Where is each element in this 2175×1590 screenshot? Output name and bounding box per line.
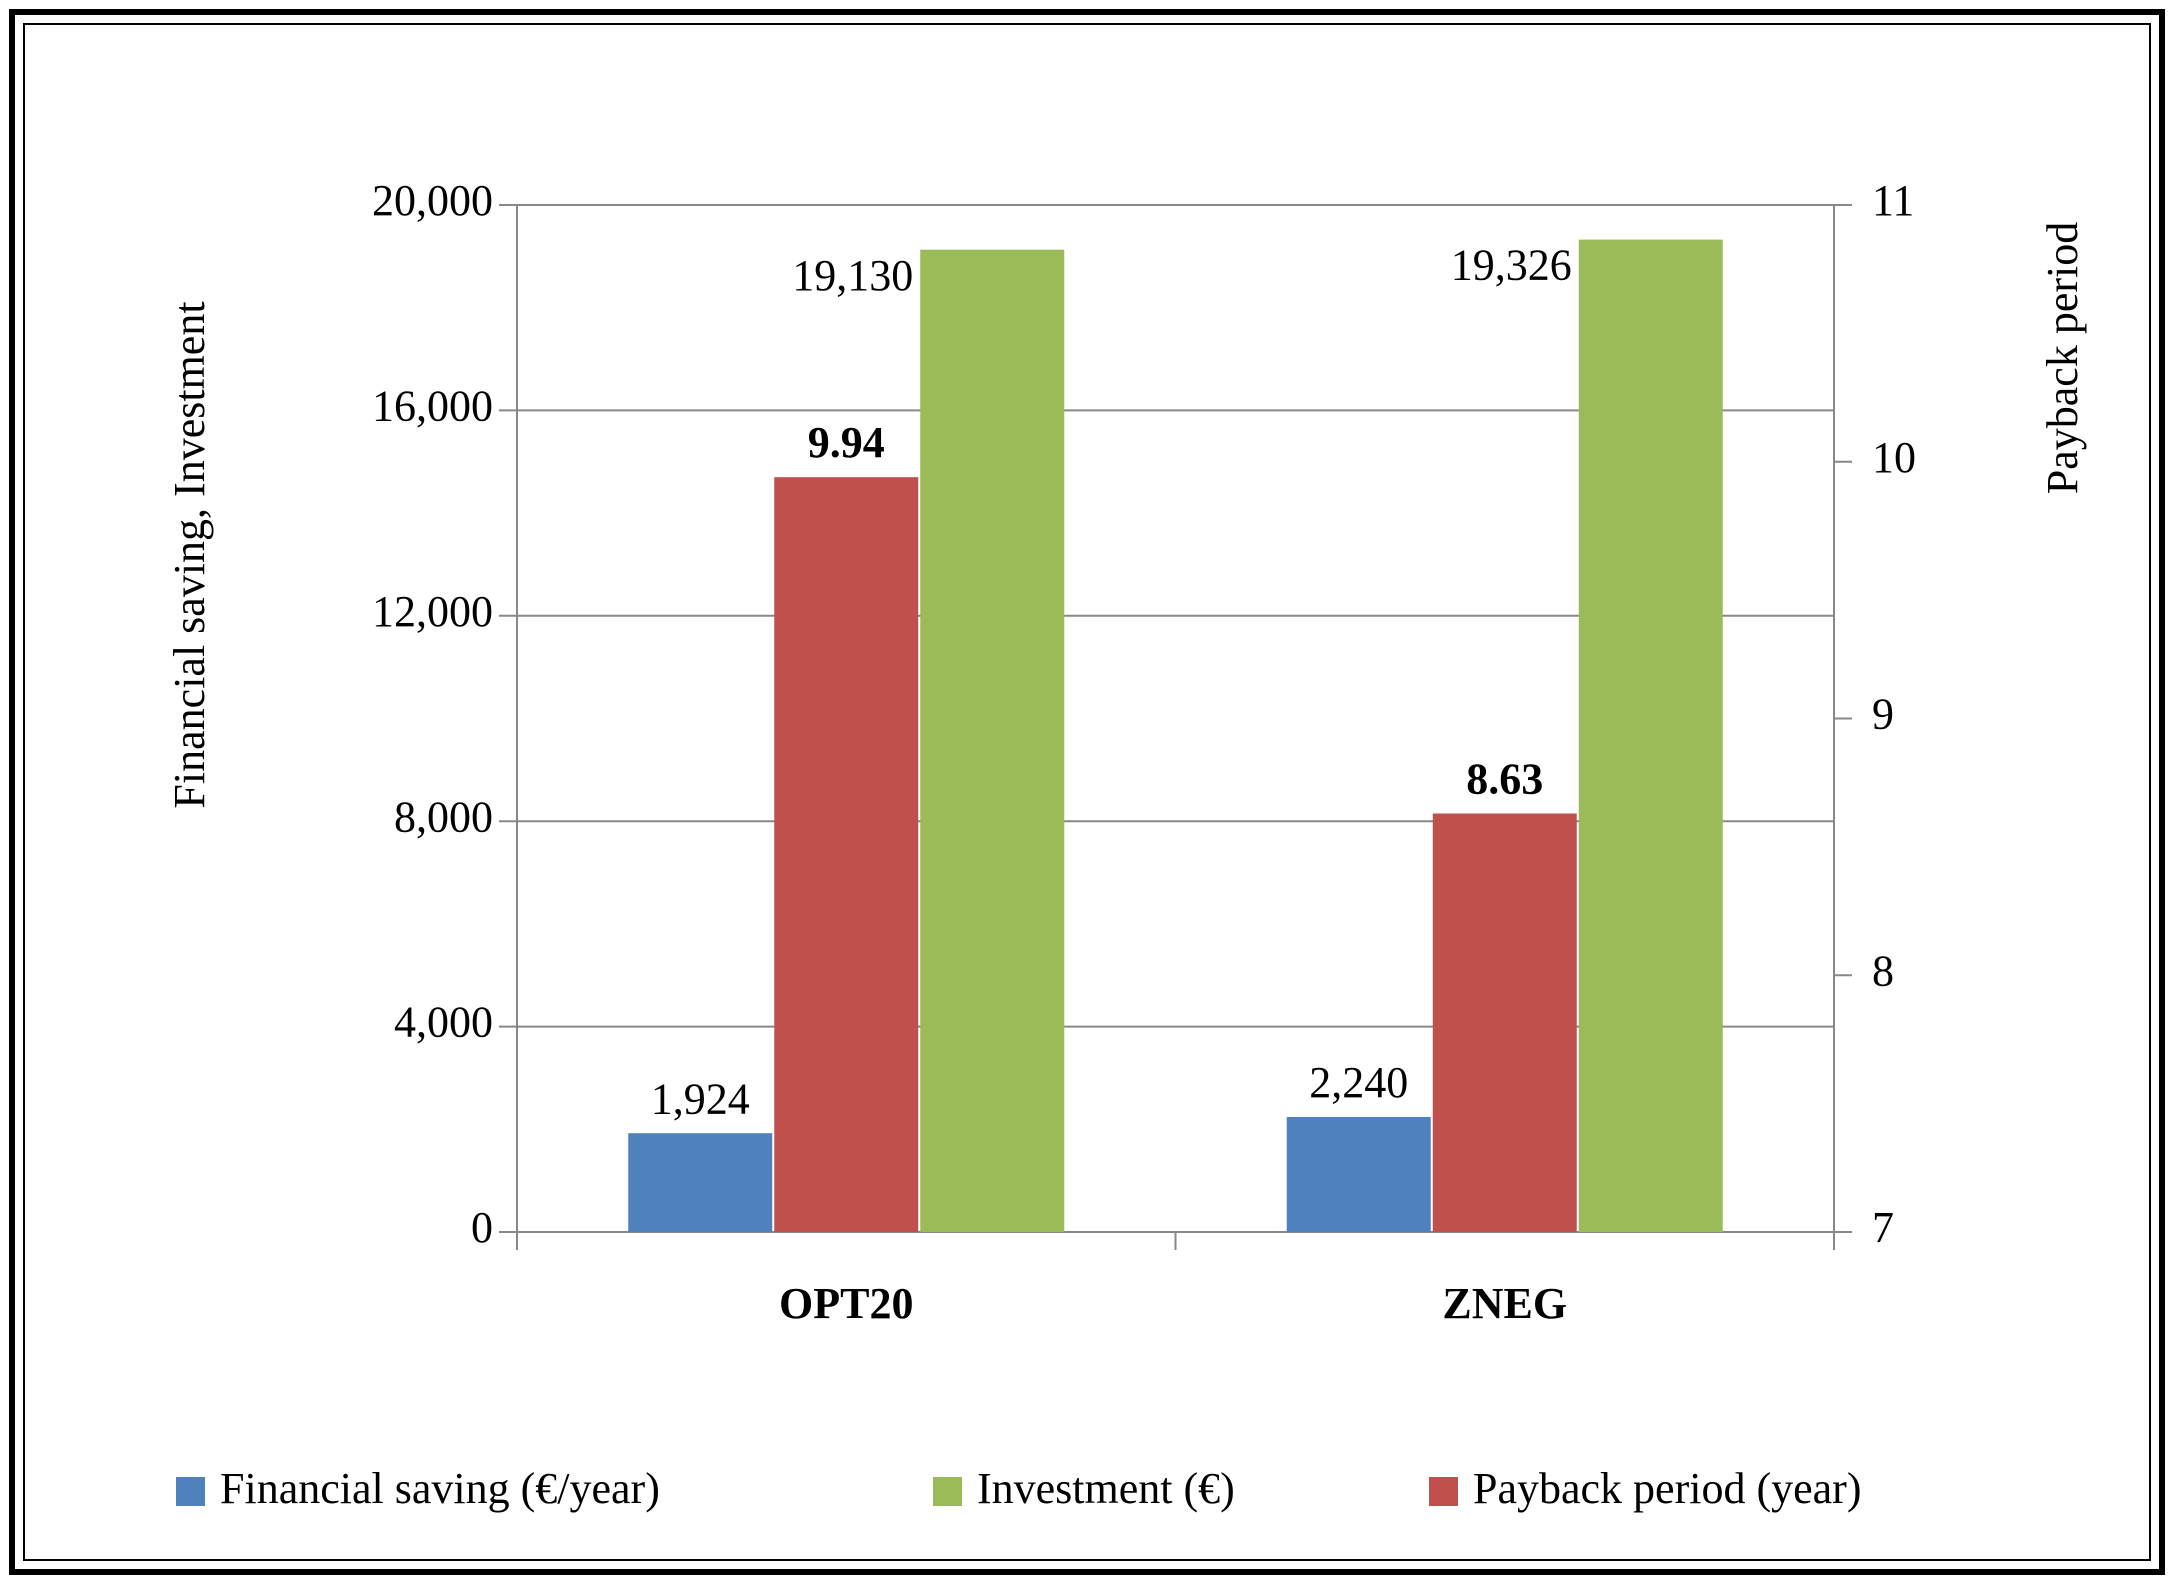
bar	[1432, 813, 1577, 1232]
data-label: 8.63	[1466, 755, 1543, 804]
x-tick-label: OPT20	[779, 1279, 913, 1328]
legend-label: Payback period (year)	[1473, 1464, 1861, 1513]
data-label: 9.94	[808, 418, 885, 467]
legend-swatch	[1429, 1477, 1458, 1506]
legend-swatch	[176, 1477, 205, 1506]
bar	[1286, 1116, 1431, 1232]
y2-tick-label: 8	[1872, 946, 1894, 995]
legend-label: Investment (€)	[977, 1464, 1235, 1513]
inner-frame	[23, 23, 2151, 1561]
bar	[628, 1133, 773, 1232]
y2-tick-label: 10	[1872, 433, 1916, 482]
y2-tick-label: 11	[1872, 176, 1914, 225]
y-tick-label: 20,000	[372, 176, 493, 225]
y-tick-label: 4,000	[394, 998, 493, 1047]
y-tick-label: 16,000	[372, 381, 493, 430]
bar	[1578, 239, 1723, 1233]
x-tick-label: ZNEG	[1442, 1279, 1567, 1328]
y2-tick-label: 9	[1872, 690, 1894, 739]
y2-axis-title: Payback period	[2038, 222, 2087, 494]
data-label: 1,924	[651, 1074, 750, 1123]
data-label: 2,240	[1309, 1058, 1408, 1107]
y-tick-label: 12,000	[372, 587, 493, 636]
y-axis-title: Financial saving, Investment	[165, 301, 214, 808]
bar	[774, 477, 919, 1232]
data-label: 19,130	[792, 251, 913, 300]
data-label: 19,326	[1451, 241, 1572, 290]
outer-frame	[9, 9, 2165, 1575]
legend-label: Financial saving (€/year)	[220, 1464, 660, 1513]
y-tick-label: 8,000	[394, 792, 493, 841]
y2-tick-label: 7	[1872, 1203, 1894, 1252]
legend-swatch	[933, 1477, 962, 1506]
bar	[920, 249, 1065, 1232]
y-tick-label: 0	[471, 1203, 493, 1252]
